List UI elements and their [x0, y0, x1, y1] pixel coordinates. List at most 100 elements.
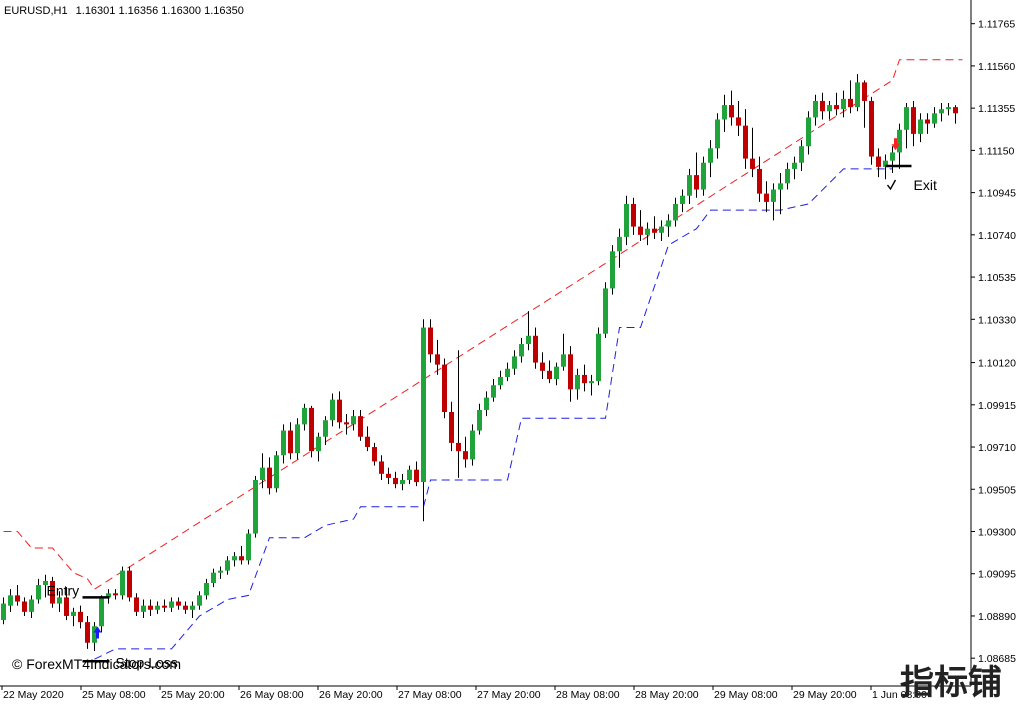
bull-candle-body — [330, 399, 335, 421]
candle — [50, 576, 55, 608]
candle — [736, 100, 741, 136]
bear-candle-body — [239, 556, 244, 561]
candle — [582, 364, 587, 392]
bull-candle-body — [890, 152, 895, 161]
candle — [855, 74, 860, 112]
bull-candle-body — [491, 385, 496, 398]
candle — [554, 362, 559, 386]
bear-candle-body — [736, 117, 741, 126]
candle — [323, 416, 328, 445]
bear-candle-body — [911, 107, 916, 134]
bull-candle-body — [827, 105, 832, 112]
candle — [638, 210, 643, 242]
candle — [925, 113, 930, 134]
bear-candle-body — [428, 327, 433, 355]
bear-candle-body — [22, 601, 27, 612]
candle — [141, 599, 146, 619]
candle — [316, 432, 321, 462]
bear-candle-body — [820, 100, 825, 112]
watermark-text: 指标铺 — [900, 663, 1002, 703]
candle — [890, 146, 895, 174]
bull-candle-body — [932, 113, 937, 124]
price-axis: 1.11765 1.11560 1.11355 1.11150 1.10945 1.107… — [971, 19, 1016, 665]
price-tick-label: 1.11560 — [978, 61, 1015, 73]
candle — [596, 327, 601, 386]
bull-candle-body — [400, 479, 405, 485]
bull-candle-body — [1, 603, 6, 621]
bull-candle-body — [645, 228, 650, 235]
bear-candle-body — [162, 605, 167, 608]
candle — [477, 403, 482, 435]
candle — [267, 457, 272, 495]
bull-candle-body — [141, 605, 146, 612]
candle — [603, 282, 608, 338]
bull-candle-body — [918, 119, 923, 134]
ohlc-readout: 1.16301 1.16356 1.16300 1.16350 — [76, 5, 244, 17]
bull-candle-body — [470, 430, 475, 460]
bull-candle-body — [883, 160, 888, 167]
candle — [813, 94, 818, 126]
candle — [799, 140, 804, 171]
entry-label: Entry — [47, 582, 80, 598]
candle — [771, 183, 776, 221]
price-tick-label: 1.11765 — [978, 19, 1015, 31]
candle — [435, 339, 440, 375]
price-tick-label: 1.11355 — [978, 103, 1015, 115]
bear-candle-body — [183, 605, 188, 610]
bear-candle-body — [953, 107, 958, 114]
bear-candle-body — [456, 442, 461, 452]
sell-arrow-icon — [891, 138, 900, 151]
candle — [274, 451, 279, 493]
candle — [645, 222, 650, 246]
bull-candle-body — [673, 203, 678, 221]
lower-stop-line — [94, 168, 893, 660]
candle — [680, 189, 685, 213]
price-tick-label: 1.09915 — [978, 400, 1016, 412]
time-tick-label: 25 May 20:00 — [161, 689, 225, 701]
bull-candle-body — [57, 597, 62, 604]
bull-candle-body — [561, 354, 566, 367]
candle — [939, 103, 944, 122]
bear-candle-body — [862, 82, 867, 101]
candle — [190, 601, 195, 619]
bear-candle-body — [764, 193, 769, 202]
bull-candle-body — [785, 168, 790, 184]
bear-candle-body — [652, 228, 657, 233]
bull-candle-body — [939, 109, 944, 114]
price-tick-label: 1.08890 — [978, 611, 1016, 623]
candle — [568, 346, 573, 402]
time-axis: 22 May 2020 25 May 08:00 25 May 20:00 26 Ma… — [1, 686, 927, 701]
bull-candle-body — [708, 148, 713, 163]
bull-candle-body — [204, 582, 209, 596]
bear-candle-body — [372, 447, 377, 462]
candle — [246, 529, 251, 565]
candle — [197, 591, 202, 610]
candle — [918, 113, 923, 143]
price-tick-label: 1.10740 — [978, 230, 1016, 242]
candle — [820, 92, 825, 120]
bull-candle-body — [596, 333, 601, 382]
bull-candle-body — [36, 585, 41, 600]
candle — [547, 360, 552, 384]
bear-candle-body — [547, 370, 552, 380]
candle — [561, 333, 566, 371]
candle — [253, 475, 258, 538]
candle — [162, 599, 167, 612]
candle — [757, 156, 762, 202]
bull-candle-body — [197, 595, 202, 606]
bull-candle-body — [92, 626, 97, 643]
bull-candle-body — [323, 420, 328, 437]
bull-candle-body — [169, 601, 174, 608]
candle — [232, 552, 237, 567]
buy-arrow-icon — [93, 626, 102, 639]
bear-candle-body — [694, 175, 699, 190]
candle — [652, 216, 657, 239]
candle — [743, 109, 748, 169]
candle — [414, 461, 419, 487]
bear-candle-body — [386, 473, 391, 478]
bear-candle-body — [267, 467, 272, 489]
candle — [694, 152, 699, 198]
bull-candle-body — [624, 203, 629, 237]
